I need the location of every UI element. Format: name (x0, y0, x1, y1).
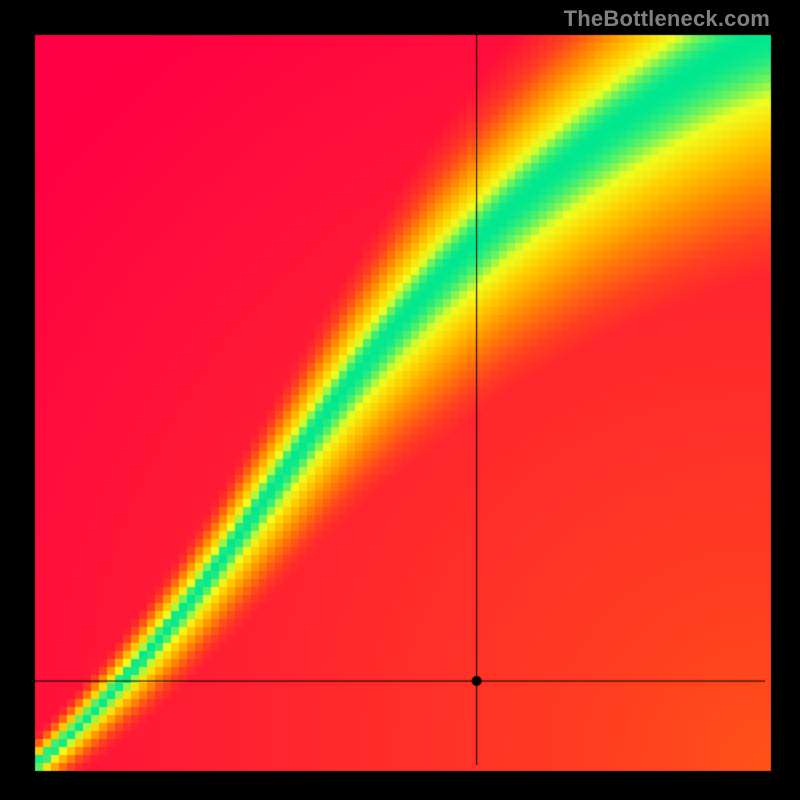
watermark-label: TheBottleneck.com (564, 6, 770, 32)
chart-container: TheBottleneck.com (0, 0, 800, 800)
heatmap-canvas (0, 0, 800, 800)
